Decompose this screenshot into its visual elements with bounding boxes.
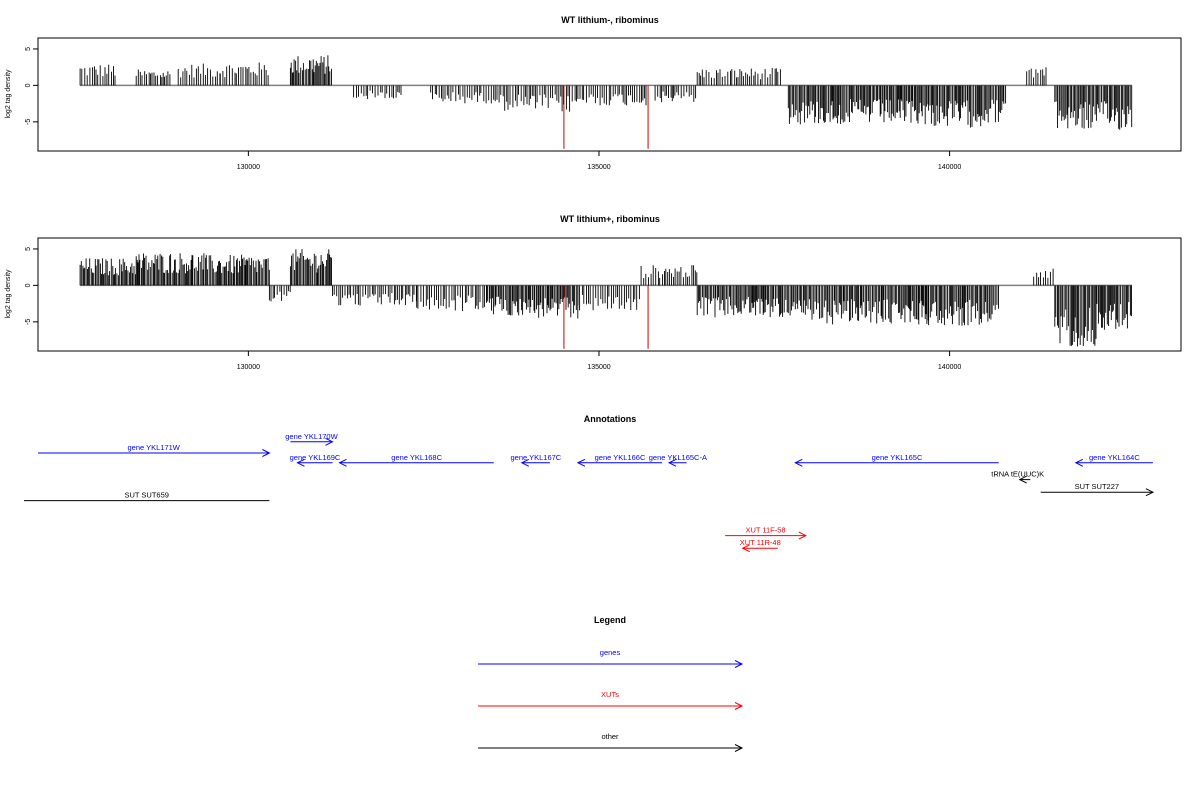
feature-label: gene YKL168C — [391, 453, 442, 462]
x-axis: 130000 135000 140000 — [237, 351, 961, 371]
feature-label: gene YKL167C — [510, 453, 561, 462]
track-title: WT lithium+, ribominus — [560, 214, 660, 224]
arrow-head — [1145, 488, 1155, 497]
legend-title: Legend — [594, 615, 626, 625]
annotations-title: Annotations — [584, 414, 637, 424]
y-tick-label: 0 — [25, 283, 32, 287]
arrow-head — [741, 544, 750, 553]
annotation-feature: XUT 11R-48 — [740, 538, 781, 553]
x-axis: 130000 135000 140000 — [237, 151, 961, 171]
y-tick-label: 5 — [25, 47, 32, 51]
track-panel-lithium-minus: WT lithium-, ribominus log2 tag density … — [5, 15, 1182, 171]
feature-label: tRNA tE(UUC)K — [991, 470, 1044, 479]
legend-items: genes XUTs other — [478, 648, 744, 752]
legend-label: other — [601, 732, 619, 741]
x-tick-label: 135000 — [587, 364, 610, 371]
x-tick-label: 140000 — [938, 164, 961, 171]
feature-label: gene YKL170W — [285, 432, 338, 441]
annotation-feature: gene YKL164C — [1074, 453, 1153, 467]
annotation-feature: gene YKL167C — [510, 453, 562, 467]
arrow-head — [338, 458, 347, 467]
annotation-feature: SUT SUT227 — [1040, 482, 1155, 497]
annotation-feature: gene YKL171W — [38, 443, 271, 457]
arrow-head — [794, 458, 803, 467]
track-title: WT lithium-, ribominus — [561, 15, 659, 25]
y-axis: -5 0 5 — [25, 47, 38, 125]
arrow-head — [262, 449, 271, 457]
arrow-head — [667, 458, 677, 467]
y-tick-label: 0 — [25, 83, 32, 87]
track-panel-lithium-plus: WT lithium+, ribominus log2 tag density … — [5, 214, 1182, 371]
x-tick-label: 140000 — [938, 364, 961, 371]
annotation-feature: gene YKL170W — [285, 432, 339, 446]
y-tick-label: -5 — [25, 119, 32, 125]
annotation-feature: gene YKL166C — [576, 453, 663, 467]
y-axis-label: log2 tag density — [5, 69, 12, 119]
x-tick-label: 130000 — [237, 364, 260, 371]
y-tick-label: 5 — [25, 247, 32, 251]
annotation-feature: gene YKL165C-A — [649, 453, 707, 467]
x-tick-label: 130000 — [237, 164, 260, 171]
legend-item: XUTs — [478, 690, 744, 710]
density-bars — [79, 249, 1132, 349]
arrow-head — [325, 437, 334, 446]
annotation-feature: gene YKL168C — [338, 453, 494, 467]
feature-label: XUT 11R-48 — [740, 538, 781, 547]
feature-label: SUT SUT659 — [124, 491, 168, 500]
annotation-feature: tRNA tE(UUC)K — [991, 470, 1044, 484]
arrow-head — [296, 458, 305, 467]
arrow-head — [1074, 458, 1084, 467]
y-axis-label: log2 tag density — [5, 269, 12, 319]
feature-label: gene YKL171W — [127, 443, 180, 452]
arrow-head — [1018, 475, 1027, 484]
plot-frame — [37, 37, 1182, 152]
legend-item: other — [478, 732, 744, 752]
plot-frame — [37, 237, 1182, 352]
arrow-head — [576, 458, 586, 467]
feature-label: gene YKL165C-A — [649, 453, 707, 462]
density-bars — [79, 55, 1133, 149]
arrow-head — [798, 531, 807, 540]
annotation-feature: gene YKL165C — [794, 453, 999, 467]
feature-label: gene YKL165C — [872, 453, 923, 462]
feature-label: XUT 11F-58 — [745, 526, 785, 535]
arrow-head — [520, 458, 530, 467]
feature-label: gene YKL164C — [1089, 453, 1140, 462]
feature-label: gene YKL169C — [290, 453, 341, 462]
legend-label: genes — [600, 648, 621, 657]
annotation-features: gene YKL171W gene YKL170W gene YKL169C gene… — [23, 432, 1155, 553]
legend-item: genes — [478, 648, 744, 668]
feature-label: SUT SUT227 — [1075, 482, 1119, 491]
y-tick-label: -5 — [25, 319, 32, 325]
legend-arrow — [734, 744, 744, 752]
legend-arrow — [734, 660, 744, 668]
legend-arrow — [734, 702, 744, 710]
annotation-feature: SUT SUT659 — [23, 491, 270, 502]
legend-label: XUTs — [601, 690, 619, 699]
legend: Legend genes XUTs other — [478, 615, 744, 752]
annotation-feature: XUT 11F-58 — [725, 526, 807, 540]
y-axis: -5 0 5 — [25, 247, 38, 325]
feature-label: gene YKL166C — [595, 453, 646, 462]
annotation-feature: gene YKL169C — [290, 453, 341, 467]
x-tick-label: 135000 — [587, 164, 610, 171]
